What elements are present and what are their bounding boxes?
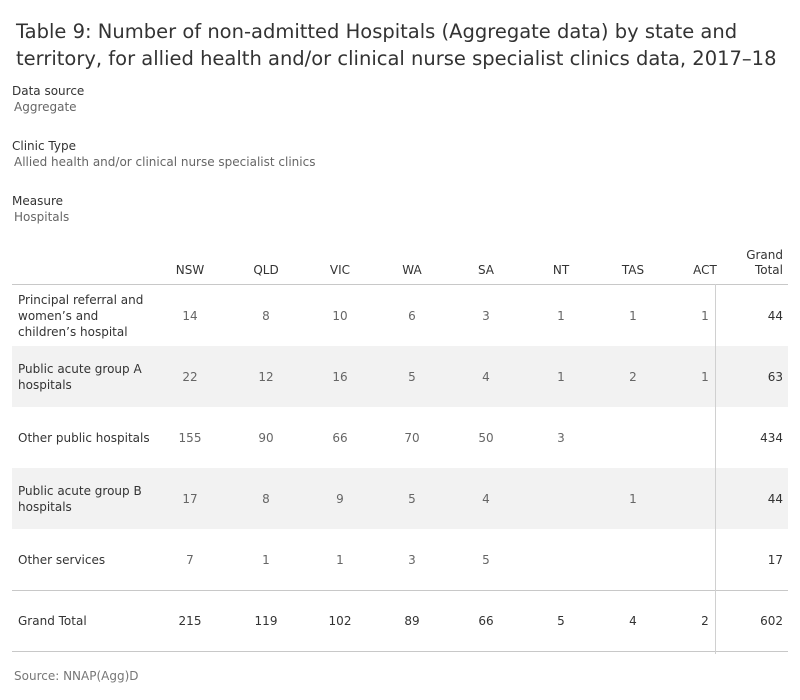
cell-sa: 4 — [482, 491, 490, 506]
cell-wa: 89 — [404, 614, 420, 628]
cell-vic: 66 — [332, 430, 348, 445]
cell-wa: 6 — [408, 308, 416, 323]
cell-grand-total: 602 — [760, 614, 783, 628]
column-header-wa: WA — [402, 263, 422, 277]
cell-act — [675, 407, 735, 468]
cell-tas — [603, 407, 663, 468]
cell-tas: 1 — [629, 308, 637, 323]
grand-total-row: Grand Total 215 119 102 89 66 5 4 2 602 — [12, 590, 788, 652]
filter-clinic-type: Clinic Type Allied health and/or clinica… — [12, 138, 315, 170]
table-row: Other public hospitals 155 90 66 70 50 3 434 — [12, 407, 788, 468]
filter-value: Hospitals — [14, 210, 70, 224]
cell-qld: 90 — [258, 430, 274, 445]
cell-qld: 8 — [262, 308, 270, 323]
cell-vic: 16 — [332, 369, 348, 384]
cell-act: 1 — [701, 308, 709, 323]
cell-nsw: 17 — [182, 491, 198, 506]
cell-wa: 3 — [408, 552, 416, 567]
cell-nsw: 7 — [186, 552, 194, 567]
cell-grand-total: 63 — [767, 369, 783, 384]
cell-act: 2 — [701, 614, 709, 628]
column-header-tas: TAS — [621, 263, 645, 277]
cell-nt: 1 — [557, 308, 565, 323]
row-label: Other services — [18, 552, 106, 567]
page-title: Table 9: Number of non-admitted Hospital… — [16, 20, 777, 70]
cell-nt: 5 — [557, 614, 565, 628]
column-header-vic: VIC — [329, 263, 351, 277]
cell-grand-total: 44 — [767, 308, 783, 323]
filter-label: Measure — [12, 194, 63, 208]
source-note: Source: NNAP(Agg)D — [14, 669, 139, 683]
filter-data-source: Data source Aggregate — [12, 83, 84, 115]
cell-sa: 66 — [478, 614, 494, 628]
row-label: Public acute group B hospitals — [18, 483, 142, 514]
cell-nt — [531, 468, 591, 529]
cell-grand-total: 17 — [767, 552, 783, 567]
cell-act — [675, 468, 735, 529]
cell-qld: 119 — [254, 614, 278, 628]
cell-nsw: 22 — [182, 369, 198, 384]
row-label: Principal referral and women’s and child… — [18, 292, 144, 339]
row-label: Public acute group A hospitals — [18, 361, 142, 392]
cell-vic: 9 — [336, 491, 344, 506]
cell-qld: 8 — [262, 491, 270, 506]
data-table: NSW QLD VIC WA SA NT TAS ACT Grand Total Princip… — [12, 240, 788, 654]
filter-value: Aggregate — [14, 100, 77, 114]
cell-tas — [603, 529, 663, 590]
cell-sa: 50 — [478, 430, 494, 445]
cell-sa: 3 — [482, 308, 490, 323]
cell-wa: 5 — [408, 369, 416, 384]
cell-tas: 2 — [629, 369, 637, 384]
table-body: Principal referral and women’s and child… — [12, 285, 788, 652]
column-header-nt: NT — [552, 263, 570, 277]
column-header-act: ACT — [693, 263, 717, 277]
table-header: NSW QLD VIC WA SA NT TAS ACT Grand Total — [12, 240, 788, 285]
row-label: Other public hospitals — [18, 430, 150, 445]
table-row: Other services 7 1 1 3 5 17 — [12, 529, 788, 590]
cell-vic: 10 — [332, 308, 348, 323]
cell-sa: 4 — [482, 369, 490, 384]
cell-tas: 1 — [629, 491, 637, 506]
cell-nsw: 14 — [182, 308, 198, 323]
column-header-grand-total: Grand Total — [746, 248, 783, 277]
cell-nsw: 215 — [178, 614, 202, 628]
filter-label: Data source — [12, 84, 85, 98]
cell-grand-total: 44 — [767, 491, 783, 506]
column-header-nsw: NSW — [175, 263, 205, 277]
cell-wa: 5 — [408, 491, 416, 506]
cell-vic: 102 — [328, 614, 352, 628]
column-header-sa: SA — [477, 263, 495, 277]
cell-nsw: 155 — [178, 430, 202, 445]
table-row: Public acute group A hospitals 22 12 16 5 4 1 2… — [12, 346, 788, 407]
filter-value: Allied health and/or clinical nurse spec… — [14, 155, 316, 169]
table-row: Public acute group B hospitals 17 8 9 5 4 1 44 — [12, 468, 788, 529]
cell-wa: 70 — [404, 430, 420, 445]
table-row: Principal referral and women’s and child… — [12, 285, 788, 346]
cell-qld: 12 — [258, 369, 274, 384]
filter-label: Clinic Type — [12, 139, 76, 153]
column-header-qld: QLD — [253, 263, 279, 277]
cell-act: 1 — [701, 369, 709, 384]
cell-grand-total: 434 — [760, 430, 783, 445]
cell-nt — [531, 529, 591, 590]
grand-total-divider — [715, 284, 716, 654]
cell-vic: 1 — [336, 552, 344, 567]
cell-tas: 4 — [629, 614, 637, 628]
filter-measure: Measure Hospitals — [12, 193, 69, 225]
row-label: Grand Total — [18, 614, 87, 628]
cell-qld: 1 — [262, 552, 270, 567]
cell-sa: 5 — [482, 552, 490, 567]
cell-nt: 1 — [557, 369, 565, 384]
cell-nt: 3 — [557, 430, 565, 445]
cell-act — [675, 529, 735, 590]
